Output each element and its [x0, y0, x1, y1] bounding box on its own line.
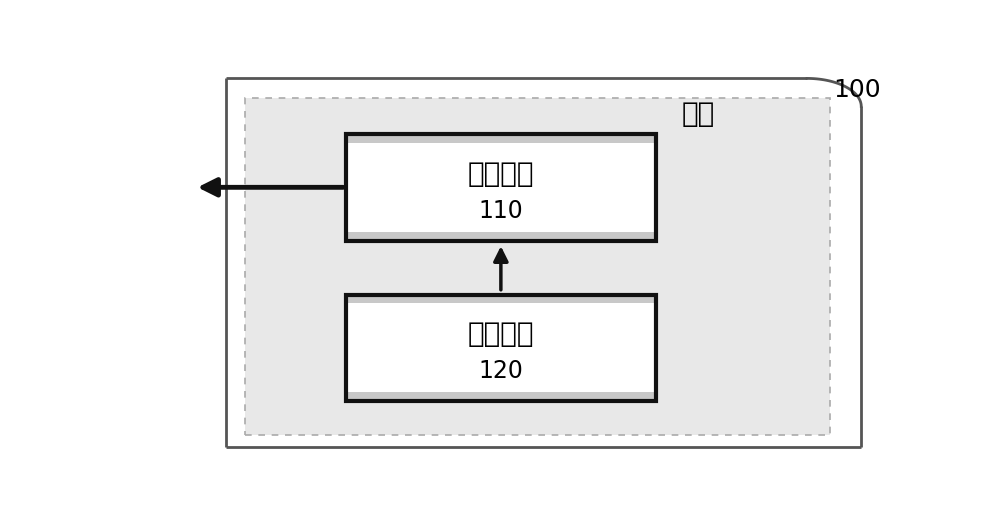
Bar — [346, 295, 656, 401]
Text: 100: 100 — [833, 79, 881, 102]
Text: 发送单元: 发送单元 — [468, 160, 534, 188]
Bar — [346, 392, 656, 401]
Text: 基站: 基站 — [682, 100, 715, 128]
Bar — [346, 135, 656, 144]
Bar — [346, 135, 656, 241]
Bar — [346, 295, 656, 401]
Text: 110: 110 — [479, 199, 523, 223]
Text: 映射单元: 映射单元 — [468, 320, 534, 348]
Bar — [346, 295, 656, 304]
Text: 120: 120 — [478, 359, 523, 383]
Bar — [346, 232, 656, 241]
FancyBboxPatch shape — [245, 98, 830, 435]
Bar — [346, 135, 656, 241]
